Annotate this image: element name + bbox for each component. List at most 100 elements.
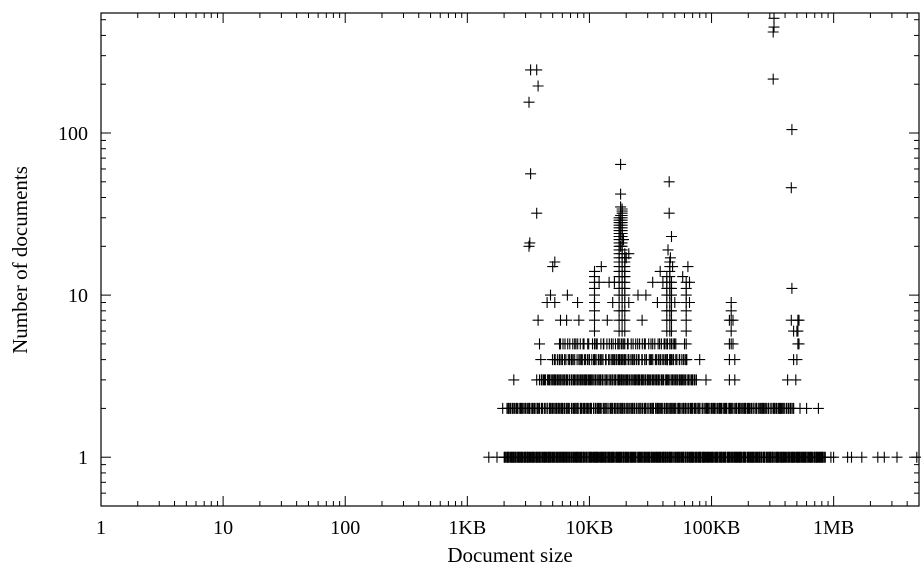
plot-frame [100,12,920,507]
x-tick-label: 100KB [683,517,741,539]
data-point [561,289,573,301]
data-point [666,338,677,350]
data-point [589,297,600,308]
data-point [812,402,824,414]
data-point [666,325,677,337]
data-point [608,276,620,288]
data-point [572,297,584,308]
data-point [793,314,805,326]
y-tick-label: 10 [68,285,88,307]
x-tick-label: 100 [330,517,360,539]
y-tick-labels: 1 10 100 [58,123,88,469]
data-point [601,314,613,326]
data-point [534,374,545,386]
data-point [690,374,702,386]
data-point [595,261,607,273]
data-point [545,289,556,301]
y-tick-label: 1 [78,447,88,469]
data-point [531,207,543,219]
data-point [663,176,675,188]
data-point [669,297,681,308]
data-point [828,451,840,463]
data-point [647,276,659,288]
data-point [878,451,890,463]
data-point [616,374,628,386]
x-tick-label: 1KB [448,517,486,539]
data-point [680,354,692,366]
data-point [662,244,674,256]
data-point [801,402,813,414]
data-point [680,314,692,326]
data-point [767,26,779,38]
data-points [483,12,921,463]
data-point [786,124,798,136]
data-point [623,248,635,260]
data-point [619,338,631,350]
data-point [700,374,712,386]
data-point [589,338,600,350]
data-point [525,168,537,180]
data-point [791,354,803,366]
data-point [618,234,629,246]
data-point [561,314,573,326]
data-point [549,256,561,268]
data-point [589,325,600,337]
data-point [786,282,798,294]
data-point [535,354,547,366]
data-point [663,207,675,219]
data-point [667,261,679,273]
data-point [589,314,600,326]
x-axis-title: Document size [447,543,572,567]
data-point [573,314,585,326]
data-point [589,265,600,277]
data-point [793,338,805,350]
x-tick-label: 1 [96,517,106,539]
data-point [768,12,780,24]
data-point [684,297,695,308]
data-point [680,325,692,337]
data-point [725,325,737,337]
data-point [615,228,627,239]
data-point [619,354,631,366]
data-point [727,338,739,350]
data-point [547,261,559,273]
data-point [623,297,635,308]
data-point [524,237,536,249]
data-point [846,451,857,463]
data-point [666,354,677,366]
data-point [615,188,627,200]
data-point [491,451,503,463]
data-point [790,374,802,386]
data-point [640,289,652,301]
data-point [615,240,627,252]
data-point [684,276,695,288]
data-point [619,314,631,326]
data-point [523,96,535,108]
data-point [549,297,561,308]
data-point [694,354,706,366]
data-point [677,271,689,283]
data-point [615,201,627,213]
x-tick-label: 10 [213,517,233,539]
y-axis-title: Number of documents [8,166,32,354]
data-point [657,276,669,288]
data-point [532,314,544,326]
x-tick-labels: 1 10 100 1KB 10KB 100KB 1MB [96,517,854,539]
data-point [636,314,648,326]
data-point [666,314,677,326]
x-tick-label: 10KB [566,517,614,539]
data-point [532,80,544,92]
data-point [791,325,803,337]
data-point [727,314,739,326]
data-point [497,402,509,414]
data-point [679,338,690,350]
data-point [856,451,868,463]
data-point [729,354,741,366]
y-tick-label: 100 [58,123,88,145]
data-point [785,182,797,194]
data-point [651,297,663,308]
data-point [619,325,631,337]
x-tick-label: 1MB [813,517,854,539]
data-point [615,158,627,170]
